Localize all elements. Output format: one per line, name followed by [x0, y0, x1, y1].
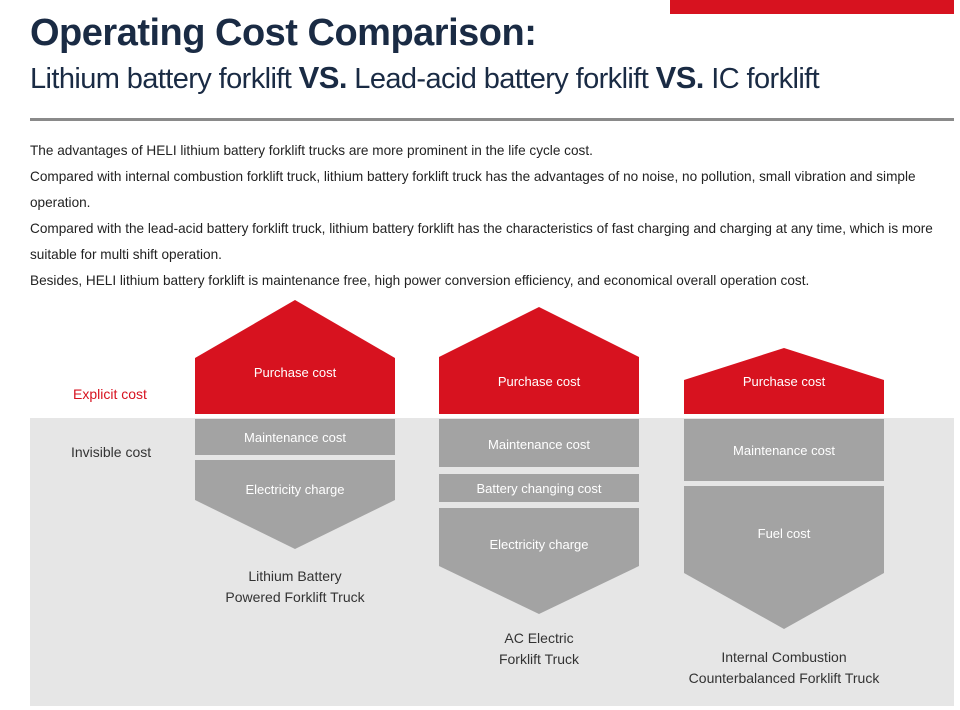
lithium-purchase-cost-shape: [195, 300, 395, 414]
caption-lithium: Lithium Battery Powered Forklift Truck: [175, 566, 415, 608]
ac-electricity-charge-label: Electricity charge: [490, 537, 589, 552]
subtitle-lead-acid: Lead-acid battery forklift: [346, 63, 656, 95]
caption-ic-line-1: Internal Combustion: [721, 649, 847, 665]
ac-purchase-cost-label: Purchase cost: [498, 374, 581, 389]
intro-paragraph-2: Compared with internal combustion forkli…: [30, 169, 916, 210]
ic-purchase-cost-shape: [684, 348, 884, 414]
title-divider: [30, 118, 954, 121]
caption-lithium-line-2: Powered Forklift Truck: [225, 589, 365, 605]
ac-battery-changing-cost-shape: [439, 474, 639, 502]
lithium-maintenance-cost-shape: [195, 419, 395, 455]
page-subtitle: Lithium battery forklift VS. Lead-acid b…: [30, 60, 820, 96]
ic-fuel-cost-shape: [684, 486, 884, 629]
subtitle-vs-2: VS.: [655, 60, 705, 95]
caption-internal-combustion: Internal Combustion Counterbalanced Fork…: [664, 647, 904, 689]
subtitle-vs-1: VS.: [298, 60, 348, 95]
caption-ac-line-1: AC Electric: [504, 630, 574, 646]
lithium-electricity-charge-label: Electricity charge: [246, 482, 345, 497]
ic-maintenance-cost-label: Maintenance cost: [733, 443, 835, 458]
column-lithium: Purchase cost Maintenance cost Electrici…: [195, 300, 395, 549]
lithium-purchase-cost-label: Purchase cost: [254, 365, 337, 380]
caption-ic-line-2: Counterbalanced Forklift Truck: [688, 670, 880, 686]
intro-paragraph-4: Besides, HELI lithium battery forklift i…: [30, 273, 810, 288]
accent-bar: [670, 0, 954, 14]
column-internal-combustion: Purchase cost Maintenance cost Fuel cost: [684, 348, 884, 629]
ac-maintenance-cost-label: Maintenance cost: [488, 437, 590, 452]
lithium-maintenance-cost-label: Maintenance cost: [244, 430, 346, 445]
caption-ac-line-2: Forklift Truck: [498, 651, 580, 667]
page-title: Operating Cost Comparison:: [30, 12, 537, 54]
caption-lithium-line-1: Lithium Battery: [248, 568, 342, 584]
invisible-cost-label: Invisible cost: [71, 444, 152, 460]
column-ac-electric: Purchase cost Maintenance cost Battery c…: [439, 307, 639, 614]
caption-ac-electric: AC Electric Forklift Truck: [419, 628, 659, 670]
ac-electricity-charge-shape: [439, 508, 639, 614]
ic-fuel-cost-label: Fuel cost: [758, 526, 811, 541]
intro-text: The advantages of HELI lithium battery f…: [30, 138, 956, 294]
subtitle-lithium: Lithium battery forklift: [30, 63, 299, 95]
ac-battery-changing-cost-label: Battery changing cost: [476, 481, 601, 496]
ac-maintenance-cost-shape: [439, 419, 639, 467]
subtitle-ic: IC forklift: [703, 63, 820, 95]
ac-purchase-cost-shape: [439, 307, 639, 414]
ic-maintenance-cost-shape: [684, 419, 884, 481]
intro-paragraph-1: The advantages of HELI lithium battery f…: [30, 143, 593, 158]
ic-purchase-cost-label: Purchase cost: [743, 374, 826, 389]
intro-paragraph-3: Compared with the lead-acid battery fork…: [30, 221, 933, 262]
lithium-electricity-charge-shape: [195, 460, 395, 549]
explicit-cost-label: Explicit cost: [73, 386, 147, 402]
